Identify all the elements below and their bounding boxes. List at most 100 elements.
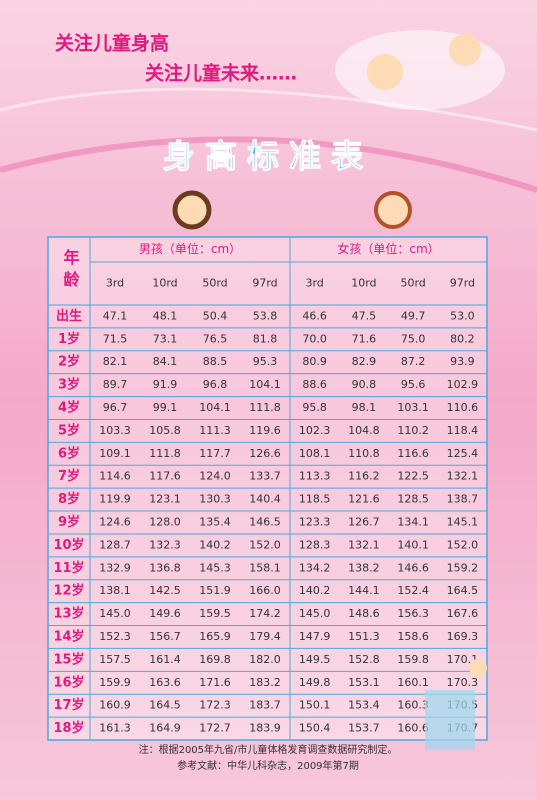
- height-value: 132.1: [348, 538, 380, 551]
- height-value: 148.6: [348, 607, 380, 620]
- height-value: 140.4: [249, 493, 281, 506]
- age-label: 16岁: [53, 674, 84, 690]
- slogan: 关注儿童未来……: [145, 62, 297, 85]
- height-value: 70.0: [302, 332, 327, 345]
- column-header: 10rd: [351, 277, 376, 290]
- height-value: 50.4: [203, 309, 228, 322]
- height-value: 110.8: [348, 447, 380, 460]
- girl-icon: [374, 191, 412, 229]
- height-value: 153.1: [348, 676, 380, 689]
- height-value: 114.6: [99, 470, 131, 483]
- height-value: 111.8: [249, 401, 281, 414]
- height-value: 140.2: [299, 584, 331, 597]
- height-value: 132.9: [99, 561, 131, 574]
- height-value: 93.9: [450, 355, 475, 368]
- height-value: 88.6: [302, 378, 327, 391]
- height-value: 134.2: [299, 561, 331, 574]
- height-value: 138.2: [348, 561, 380, 574]
- height-value: 152.8: [348, 653, 380, 666]
- height-value: 128.5: [397, 493, 429, 506]
- age-label: 1岁: [58, 331, 80, 347]
- height-value: 138.1: [99, 584, 131, 597]
- height-value: 128.0: [149, 516, 181, 529]
- height-value: 153.7: [348, 722, 380, 735]
- height-value: 71.6: [352, 332, 377, 345]
- height-value: 75.0: [401, 332, 426, 345]
- height-value: 103.3: [99, 424, 131, 437]
- height-value: 104.1: [199, 401, 231, 414]
- reference: 参考文献：中华儿科杂志，2009年第7期: [177, 759, 359, 772]
- height-value: 87.2: [401, 355, 426, 368]
- height-value: 130.3: [199, 493, 231, 506]
- height-value: 124.6: [99, 516, 131, 529]
- height-value: 80.9: [302, 355, 327, 368]
- age-label: 9岁: [58, 514, 80, 530]
- height-value: 151.3: [348, 630, 380, 643]
- height-value: 179.4: [249, 630, 281, 643]
- height-value: 152.0: [447, 538, 479, 551]
- age-label: 15岁: [53, 651, 84, 667]
- height-value: 145.0: [299, 607, 331, 620]
- height-value: 99.1: [153, 401, 178, 414]
- height-value: 140.2: [199, 538, 231, 551]
- height-value: 183.9: [249, 722, 281, 735]
- height-value: 113.3: [299, 470, 331, 483]
- height-value: 96.8: [203, 378, 228, 391]
- height-value: 149.5: [299, 653, 331, 666]
- height-value: 46.6: [302, 309, 327, 322]
- height-value: 123.3: [299, 516, 331, 529]
- height-value: 172.7: [199, 722, 231, 735]
- height-value: 149.6: [149, 607, 181, 620]
- decor-curve: [0, 87, 537, 132]
- slogan: 关注儿童身高: [55, 32, 169, 55]
- height-value: 110.6: [447, 401, 479, 414]
- height-value: 73.1: [153, 332, 178, 345]
- height-value: 102.9: [447, 378, 479, 391]
- height-value: 164.5: [447, 584, 479, 597]
- height-value: 47.1: [103, 309, 128, 322]
- height-value: 128.7: [99, 538, 131, 551]
- height-value: 167.6: [447, 607, 479, 620]
- height-value: 117.6: [149, 470, 181, 483]
- height-value: 122.5: [397, 470, 429, 483]
- group-label: 女孩（单位：cm）: [337, 241, 439, 256]
- height-value: 156.7: [149, 630, 181, 643]
- footnote: 注：根据2005年九省/市儿童体格发育调查数据研究制定。: [139, 743, 398, 756]
- cloud: [335, 30, 505, 110]
- height-value: 183.2: [249, 676, 281, 689]
- height-value: 118.4: [447, 424, 479, 437]
- table: 年龄 男孩（单位：cm） 3rd 10rd 50rd 97rd 女孩（单位：cm） 3rd 10…: [48, 237, 487, 740]
- height-value: 166.0: [249, 584, 281, 597]
- height-value: 104.1: [249, 378, 281, 391]
- height-value: 170.3: [447, 676, 479, 689]
- height-value: 156.3: [397, 607, 429, 620]
- height-value: 90.8: [352, 378, 377, 391]
- height-value: 76.5: [203, 332, 228, 345]
- height-value: 89.7: [103, 378, 128, 391]
- height-value: 116.2: [348, 470, 380, 483]
- height-value: 144.1: [348, 584, 380, 597]
- height-value: 161.3: [99, 722, 131, 735]
- height-value: 53.0: [450, 309, 475, 322]
- height-value: 132.3: [149, 538, 181, 551]
- height-value: 159.5: [199, 607, 231, 620]
- height-value: 160.9: [99, 699, 131, 712]
- height-value: 95.6: [401, 378, 426, 391]
- fairy-boy: [449, 34, 481, 66]
- height-value: 138.7: [447, 493, 479, 506]
- age-label: 11岁: [53, 560, 84, 576]
- age-label: 8岁: [58, 491, 80, 507]
- height-value: 160.1: [397, 676, 429, 689]
- height-value: 142.5: [149, 584, 181, 597]
- height-value: 108.1: [299, 447, 331, 460]
- height-value: 109.1: [99, 447, 131, 460]
- height-value: 183.7: [249, 699, 281, 712]
- boy-icon: [172, 190, 212, 230]
- age-label: 2岁: [58, 354, 80, 370]
- height-value: 146.6: [397, 561, 429, 574]
- height-value: 84.1: [153, 355, 178, 368]
- height-value: 98.1: [352, 401, 377, 414]
- column-header: 50rd: [202, 277, 227, 290]
- column-header: 10rd: [152, 277, 177, 290]
- age-label: 10岁: [53, 537, 84, 553]
